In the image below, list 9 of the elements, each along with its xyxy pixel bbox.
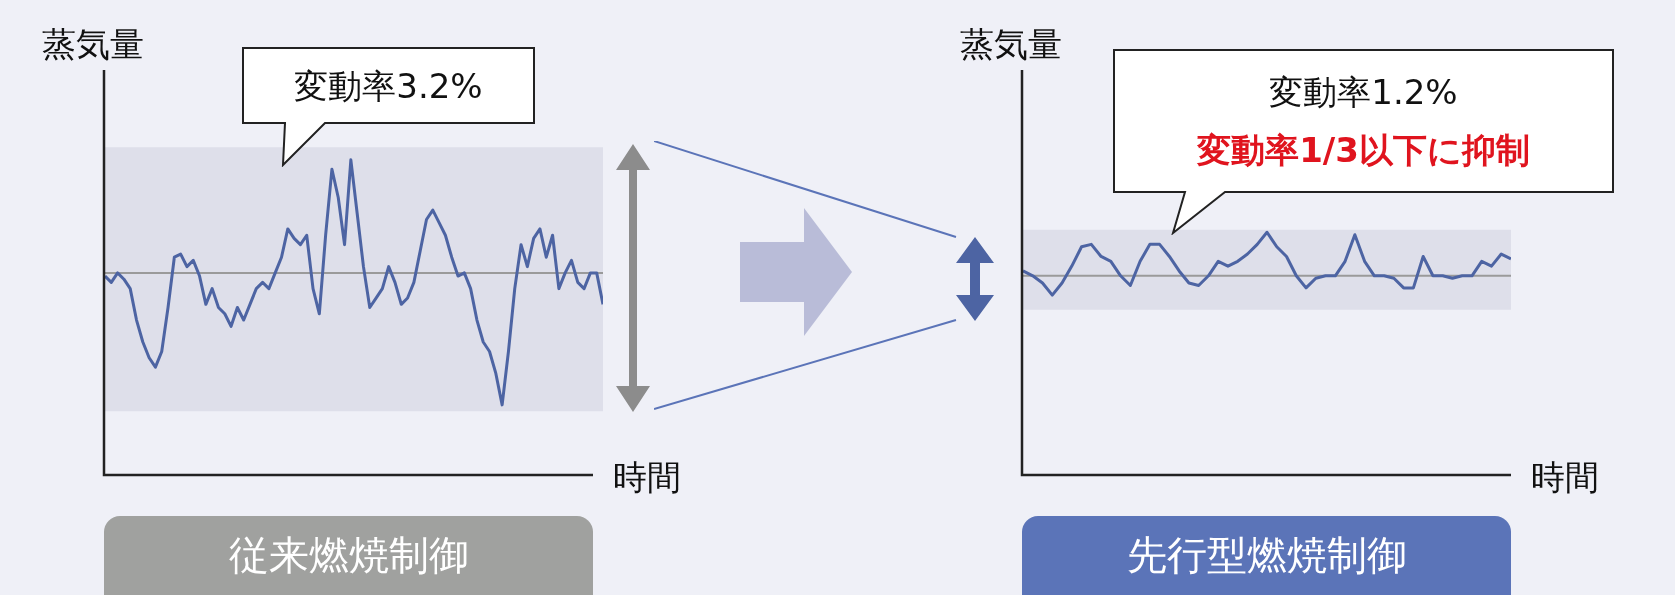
x-axis-title: 時間: [613, 456, 681, 499]
y-axis-title: 蒸気量: [42, 23, 144, 66]
text: 変動率1/3以下に抑制: [1197, 129, 1530, 172]
y-axis-title: 蒸気量: [960, 23, 1062, 66]
text: 従来燃焼制御: [104, 516, 593, 595]
text: 変動率3.2%: [294, 64, 483, 108]
x-axis-title: 時間: [1531, 456, 1599, 499]
text: 変動率1.2%: [1269, 71, 1458, 114]
text: 先行型燃焼制御: [1022, 516, 1511, 595]
